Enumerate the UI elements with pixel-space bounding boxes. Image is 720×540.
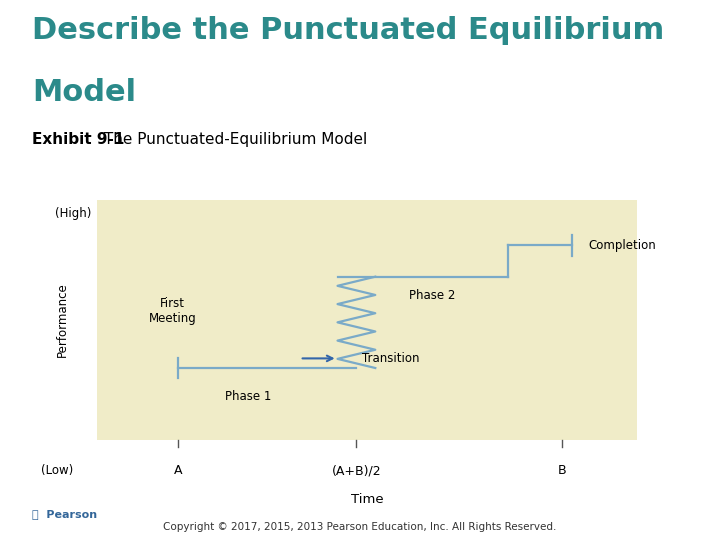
- Text: Transition: Transition: [362, 352, 419, 365]
- Text: The Punctuated-Equilibrium Model: The Punctuated-Equilibrium Model: [99, 132, 367, 147]
- Text: Exhibit 9-1: Exhibit 9-1: [32, 132, 125, 147]
- Text: B: B: [557, 464, 566, 477]
- Text: A: A: [174, 464, 182, 477]
- Text: ⓟ  Pearson: ⓟ Pearson: [32, 509, 97, 519]
- Text: Copyright © 2017, 2015, 2013 Pearson Education, Inc. All Rights Reserved.: Copyright © 2017, 2015, 2013 Pearson Edu…: [163, 522, 557, 532]
- Text: Time: Time: [351, 493, 384, 506]
- Text: Phase 2: Phase 2: [409, 289, 455, 302]
- Text: Completion: Completion: [589, 239, 657, 252]
- Text: Describe the Punctuated Equilibrium: Describe the Punctuated Equilibrium: [32, 16, 665, 45]
- Text: (High): (High): [55, 207, 92, 220]
- Text: First
Meeting: First Meeting: [149, 297, 197, 325]
- Text: Performance: Performance: [55, 282, 68, 357]
- Text: Model: Model: [32, 78, 137, 107]
- Text: (A+B)/2: (A+B)/2: [332, 464, 381, 477]
- Text: Phase 1: Phase 1: [225, 390, 271, 403]
- Text: (Low): (Low): [40, 464, 73, 477]
